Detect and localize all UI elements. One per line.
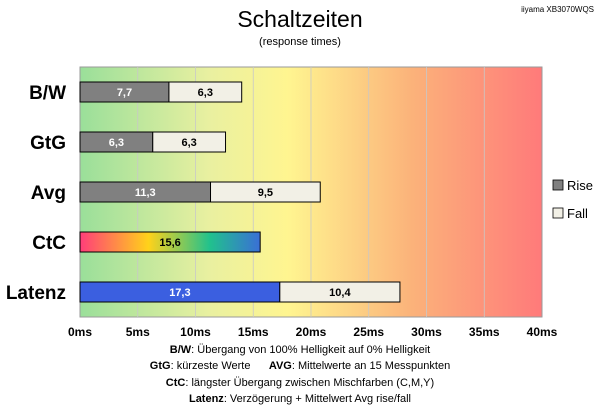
monitor-model-label: iiyama XB3070WQS	[521, 5, 594, 14]
footnote-text: : Mittelwerte an 15 Messpunkten	[291, 360, 451, 373]
response-time-chart: 7,7 6,3 6,3 6,3 11,3 9,5 15,6 17,3 10,4 B/W GtG Av…	[6, 66, 593, 339]
x-tick-label: 35ms	[469, 325, 500, 339]
footnote-text: : Übergang von 100% Helligkeit auf 0% He…	[191, 344, 431, 356]
footnote-key: B/W	[169, 344, 192, 356]
bar-value-label: 15,6	[159, 237, 180, 249]
chart-subtitle: (response times)	[259, 36, 341, 48]
legend-fall-swatch	[552, 207, 564, 219]
x-tick-label: 40ms	[527, 325, 558, 339]
bar-value-label: 11,3	[135, 187, 156, 199]
category-label: Avg	[31, 183, 66, 204]
footnote-key: AVG	[268, 360, 292, 373]
x-tick-label: 5ms	[126, 325, 150, 339]
footnote-text: : kürzeste Werte	[170, 360, 251, 373]
legend-rise-label: Rise	[567, 178, 593, 193]
x-tick-label: 10ms	[180, 325, 211, 339]
category-label: B/W	[29, 83, 66, 104]
footnote-key: Latenz	[188, 392, 224, 405]
footnote-text: : längster Übergang zwischen Mischfarben…	[185, 376, 435, 389]
category-label: CtC	[32, 233, 66, 254]
x-axis-ticks: 0ms 5ms 10ms 15ms 20ms 25ms 30ms 35ms 40ms	[68, 325, 558, 339]
x-tick-label: 15ms	[238, 325, 269, 339]
x-tick-label: 30ms	[411, 325, 442, 339]
footnote-bw: B/W: Übergang von 100% Helligkeit auf 0%…	[0, 342, 600, 358]
bar-value-label: 10,4	[329, 287, 351, 299]
footnote-text: : Verzögerung + Mittelwert Avg rise/fall	[223, 392, 412, 405]
category-label: GtG	[30, 133, 66, 154]
bar-value-label: 6,3	[109, 137, 124, 149]
bar-fall	[168, 81, 243, 103]
footnote-latenz: Latenz: Verzögerung + Mittelwert Avg ris…	[0, 391, 600, 407]
bars: 7,7 6,3 6,3 6,3 11,3 9,5 15,6 17,3 10,4	[79, 81, 401, 303]
bar-value-label: 17,3	[169, 287, 190, 299]
legend: Rise Fall	[552, 178, 593, 221]
x-tick-label: 25ms	[353, 325, 384, 339]
footnote-ctc: CtC: längster Übergang zwischen Mischfar…	[0, 375, 600, 391]
bar-fall	[279, 281, 401, 303]
bar-value-label: 6,3	[198, 87, 213, 99]
chart-title: Schaltzeiten	[237, 6, 363, 32]
legend-rise-swatch	[552, 179, 564, 191]
bar-value-label: 7,7	[117, 87, 132, 99]
footnote-key: GtG	[149, 360, 171, 373]
footnote-key: CtC	[165, 376, 186, 389]
category-labels: B/W GtG Avg CtC Latenz	[6, 83, 66, 304]
legend-fall-label: Fall	[567, 206, 588, 221]
footnotes: B/W: Übergang von 100% Helligkeit auf 0%…	[0, 342, 600, 407]
x-tick-label: 20ms	[296, 325, 327, 339]
bar-fall	[152, 131, 227, 153]
category-label: Latenz	[6, 283, 66, 304]
bar-value-label: 6,3	[181, 137, 196, 149]
x-tick-label: 0ms	[68, 325, 92, 339]
bar-fall	[210, 181, 321, 203]
footnote-gtg-avg: GtG: kürzeste Werte AVG: Mittelwerte an …	[0, 358, 600, 374]
bar-value-label: 9,5	[258, 187, 273, 199]
bar-ctc	[79, 231, 261, 253]
